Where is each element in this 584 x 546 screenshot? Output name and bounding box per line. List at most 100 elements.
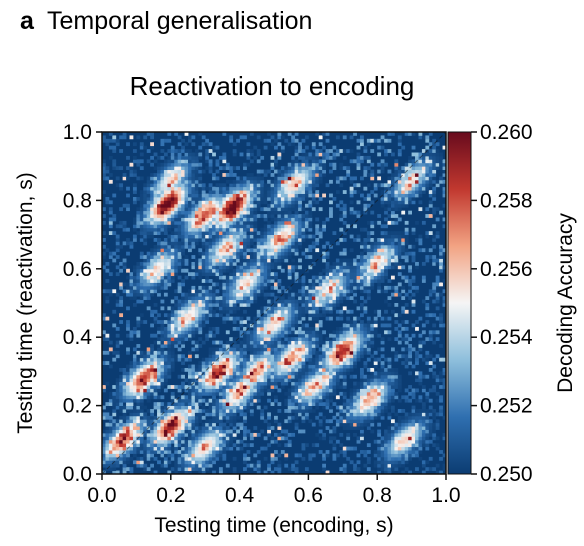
heatmap-cell bbox=[122, 282, 127, 287]
heatmap-cell bbox=[115, 238, 120, 242]
heatmap-cell bbox=[373, 378, 378, 383]
heatmap-cell bbox=[277, 296, 282, 300]
heatmap-cell bbox=[243, 364, 247, 369]
heatmap-cell bbox=[181, 330, 185, 335]
heatmap-cell bbox=[181, 381, 185, 386]
heatmap-cell bbox=[157, 210, 161, 215]
heatmap-cell bbox=[129, 419, 134, 424]
heatmap-cell bbox=[108, 450, 113, 454]
heatmap-cell bbox=[363, 285, 368, 290]
heatmap-cell bbox=[263, 436, 268, 441]
heatmap-cell bbox=[277, 299, 282, 304]
heatmap-cell bbox=[415, 436, 419, 441]
heatmap-cell bbox=[363, 279, 368, 283]
heatmap-cell bbox=[304, 347, 309, 352]
heatmap-cell bbox=[163, 244, 168, 249]
heatmap-cell bbox=[126, 227, 130, 232]
heatmap-cell bbox=[363, 361, 368, 365]
heatmap-cell bbox=[418, 439, 423, 444]
heatmap-cell bbox=[280, 374, 285, 379]
heatmap-cell bbox=[408, 296, 412, 300]
heatmap-cell bbox=[126, 268, 130, 273]
heatmap-cell bbox=[132, 378, 137, 383]
heatmap-cell bbox=[129, 374, 134, 379]
heatmap-cell bbox=[236, 446, 240, 451]
heatmap-cell bbox=[298, 231, 302, 235]
heatmap-cell bbox=[260, 255, 265, 259]
heatmap-cell bbox=[136, 282, 141, 287]
heatmap-cell bbox=[394, 381, 399, 386]
heatmap-cell bbox=[284, 364, 289, 369]
heatmap-cell bbox=[232, 326, 237, 331]
heatmap-cell bbox=[139, 422, 144, 427]
heatmap-cell bbox=[208, 214, 213, 218]
heatmap-cell bbox=[270, 299, 275, 304]
heatmap-cell bbox=[136, 224, 141, 229]
heatmap-cell bbox=[225, 412, 230, 417]
heatmap-cell bbox=[229, 395, 234, 400]
heatmap-cell bbox=[304, 398, 309, 403]
heatmap-cell bbox=[188, 231, 192, 235]
heatmap-cell bbox=[136, 316, 141, 321]
heatmap-cell bbox=[373, 255, 378, 259]
heatmap-cell bbox=[184, 419, 189, 424]
heatmap-cell bbox=[177, 467, 182, 471]
heatmap-cell bbox=[325, 309, 330, 314]
heatmap-cell bbox=[360, 227, 364, 232]
heatmap-cell bbox=[380, 463, 385, 468]
heatmap-cell bbox=[194, 402, 199, 406]
heatmap-cell bbox=[284, 381, 289, 386]
heatmap-cell bbox=[366, 282, 371, 287]
heatmap-cell bbox=[191, 285, 196, 290]
heatmap-cell bbox=[150, 248, 154, 253]
heatmap-cell bbox=[249, 258, 254, 263]
heatmap-cell bbox=[239, 385, 244, 389]
heatmap-cell bbox=[421, 299, 426, 304]
heatmap-cell bbox=[315, 238, 320, 242]
heatmap-cell bbox=[222, 378, 227, 383]
heatmap-cell bbox=[363, 309, 368, 314]
heatmap-cell bbox=[387, 450, 392, 454]
heatmap-cell bbox=[249, 248, 254, 253]
heatmap-cell bbox=[366, 261, 371, 266]
heatmap-cell bbox=[322, 402, 326, 406]
heatmap-cell bbox=[150, 443, 154, 448]
heatmap-cell bbox=[153, 446, 158, 451]
heatmap-cell bbox=[108, 432, 113, 437]
heatmap-cell bbox=[263, 272, 268, 277]
heatmap-cell bbox=[150, 426, 154, 430]
heatmap-cell bbox=[270, 371, 275, 376]
heatmap-cell bbox=[194, 227, 199, 232]
heatmap-cell bbox=[184, 220, 189, 225]
heatmap-cell bbox=[263, 248, 268, 253]
heatmap-cell bbox=[335, 385, 340, 389]
heatmap-cell bbox=[408, 398, 412, 403]
heatmap-cell bbox=[236, 289, 240, 294]
heatmap-cell bbox=[260, 340, 265, 345]
heatmap-cell bbox=[373, 258, 378, 263]
heatmap-cell bbox=[212, 398, 216, 403]
heatmap-cell bbox=[342, 292, 347, 297]
heatmap-cell bbox=[267, 443, 271, 448]
heatmap-cell bbox=[225, 275, 230, 280]
heatmap-cell bbox=[177, 299, 182, 304]
heatmap-cell bbox=[277, 344, 282, 348]
heatmap-cell bbox=[243, 388, 247, 393]
heatmap-cell bbox=[160, 320, 165, 324]
heatmap-cell bbox=[308, 299, 313, 304]
heatmap-cell bbox=[246, 463, 251, 468]
heatmap-cell bbox=[163, 255, 168, 259]
heatmap-cell bbox=[215, 409, 220, 413]
heatmap-cell bbox=[249, 381, 254, 386]
heatmap-cell bbox=[294, 354, 299, 359]
heatmap-cell bbox=[181, 313, 185, 318]
heatmap-cell bbox=[325, 285, 330, 290]
heatmap-cell bbox=[339, 337, 344, 342]
heatmap-cell bbox=[428, 432, 433, 437]
heatmap-cell bbox=[253, 340, 258, 345]
heatmap-cell bbox=[160, 306, 165, 311]
heatmap-cell bbox=[435, 306, 440, 311]
heatmap-cell bbox=[384, 275, 388, 280]
heatmap-cell bbox=[218, 364, 223, 369]
heatmap-cell bbox=[284, 320, 289, 324]
